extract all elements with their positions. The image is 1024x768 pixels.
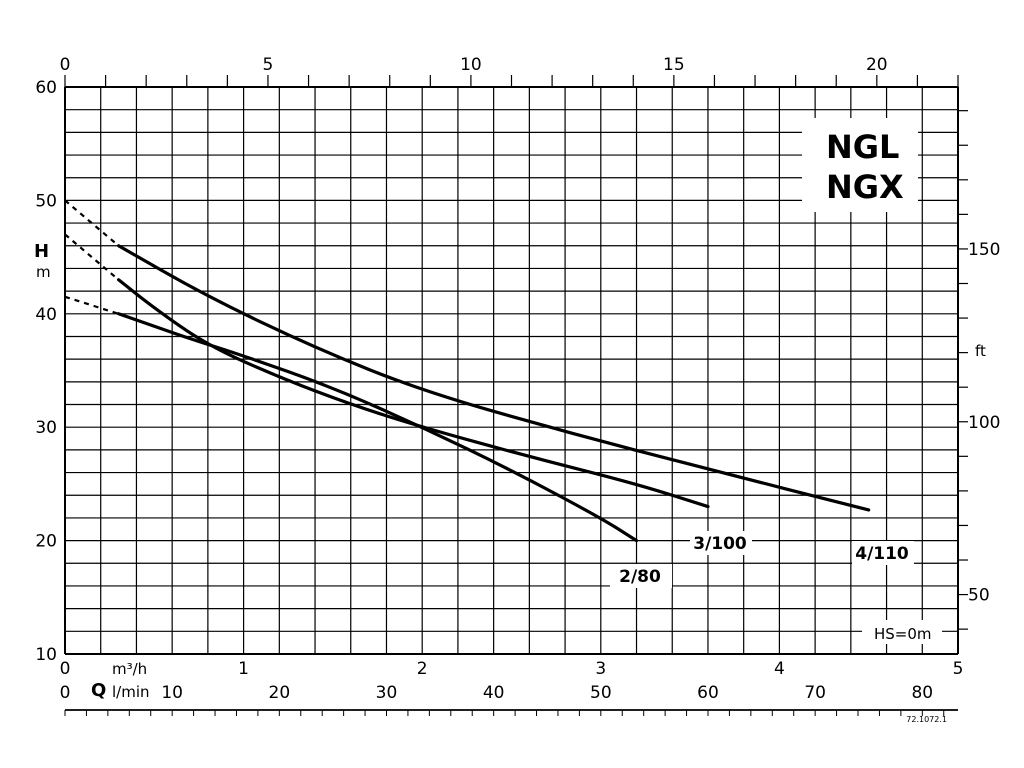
y-tick-label: 40	[35, 305, 57, 325]
series-label-4-110: 4/110	[855, 544, 909, 564]
top-tick-label: 10	[460, 55, 482, 75]
grid	[64, 86, 959, 655]
top-tick-label: 0	[60, 55, 71, 75]
lmin-tick-label: 0	[60, 683, 71, 703]
series-3-100-dashed	[64, 233, 120, 281]
x-tick-label: 1	[238, 659, 249, 679]
series-label-bg	[690, 531, 752, 555]
y-tick-label: 60	[35, 78, 57, 98]
x-tick-label: 3	[595, 659, 606, 679]
ft-tick-label: 50	[968, 586, 990, 606]
top-tick-label: 15	[663, 55, 685, 75]
series-3-100-line	[116, 278, 710, 509]
series-2-80-line	[116, 312, 639, 543]
series-4-110-line	[116, 244, 871, 512]
x-tick-label: 5	[953, 659, 964, 679]
y-tick-label: 50	[35, 191, 57, 211]
series-label-bg	[610, 564, 672, 588]
y-tick-label: 20	[35, 532, 57, 552]
series-2-80-dashed	[64, 295, 119, 315]
lmin-tick-label: 20	[269, 683, 291, 703]
series-lines	[64, 199, 871, 543]
m-unit-label: m	[36, 263, 51, 281]
lmin-tick-label: 60	[697, 683, 719, 703]
lmin-tick-label: 70	[804, 683, 826, 703]
hs-condition-label: HS=0m	[874, 625, 932, 643]
lmin-tick-label: 10	[161, 683, 183, 703]
ft-tick-label: 150	[968, 240, 1000, 260]
lmin-tick-label: 30	[376, 683, 398, 703]
top-tick-label: 20	[866, 55, 888, 75]
q-label: Q	[91, 680, 106, 701]
lmin-tick-label: 50	[590, 683, 612, 703]
ft-unit-label: ft	[975, 342, 986, 360]
series-label-2-80: 2/80	[619, 567, 661, 587]
h-label: H	[34, 241, 49, 262]
doc-code-label: 72.1072.1	[906, 715, 947, 724]
y-tick-label: 10	[35, 645, 57, 665]
x-tick-label: 0	[60, 659, 71, 679]
lmin-unit-label: l/min	[112, 683, 150, 701]
series-label-3-100: 3/100	[693, 534, 747, 554]
y-tick-label: 30	[35, 418, 57, 438]
x-tick-label: 2	[417, 659, 428, 679]
model-label-ngl: NGL	[826, 128, 899, 166]
series-label-bg	[852, 541, 914, 565]
model-label-ngx: NGX	[826, 168, 904, 206]
top-tick-label: 5	[263, 55, 274, 75]
lmin-tick-label: 80	[911, 683, 933, 703]
ft-tick-label: 100	[968, 413, 1000, 433]
hs-label-bg	[862, 620, 942, 644]
m3h-unit-label: m³/h	[112, 660, 147, 678]
series-4-110-dashed	[64, 199, 120, 247]
model-title-bg	[802, 118, 918, 212]
lmin-tick-label: 40	[483, 683, 505, 703]
x-tick-label: 4	[774, 659, 785, 679]
